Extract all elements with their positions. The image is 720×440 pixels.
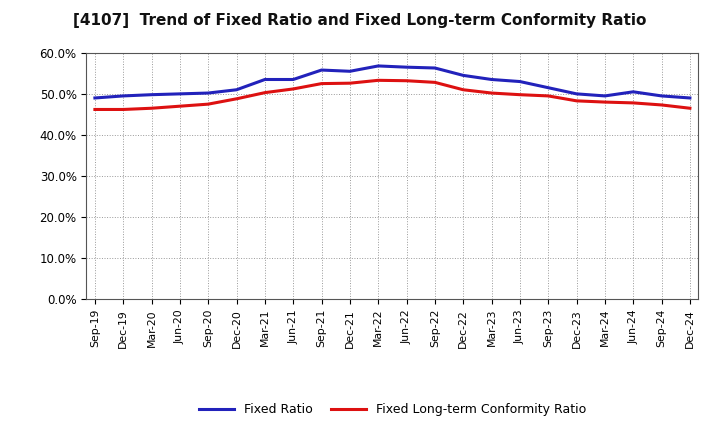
Fixed Ratio — [176, 91, 184, 96]
Text: [4107]  Trend of Fixed Ratio and Fixed Long-term Conformity Ratio: [4107] Trend of Fixed Ratio and Fixed Lo… — [73, 13, 647, 28]
Fixed Ratio — [459, 73, 467, 78]
Fixed Long-term Conformity Ratio — [487, 90, 496, 95]
Fixed Ratio — [91, 95, 99, 101]
Fixed Long-term Conformity Ratio — [233, 96, 241, 102]
Legend: Fixed Ratio, Fixed Long-term Conformity Ratio: Fixed Ratio, Fixed Long-term Conformity … — [194, 398, 591, 421]
Fixed Ratio — [629, 89, 637, 95]
Fixed Long-term Conformity Ratio — [431, 80, 439, 85]
Line: Fixed Ratio: Fixed Ratio — [95, 66, 690, 98]
Fixed Ratio — [148, 92, 156, 97]
Fixed Long-term Conformity Ratio — [289, 86, 297, 92]
Line: Fixed Long-term Conformity Ratio: Fixed Long-term Conformity Ratio — [95, 81, 690, 110]
Fixed Long-term Conformity Ratio — [572, 98, 581, 103]
Fixed Ratio — [685, 95, 694, 101]
Fixed Long-term Conformity Ratio — [261, 90, 269, 95]
Fixed Ratio — [204, 90, 212, 95]
Fixed Long-term Conformity Ratio — [374, 78, 382, 83]
Fixed Ratio — [119, 93, 127, 99]
Fixed Long-term Conformity Ratio — [176, 103, 184, 109]
Fixed Ratio — [516, 79, 524, 84]
Fixed Long-term Conformity Ratio — [516, 92, 524, 97]
Fixed Ratio — [261, 77, 269, 82]
Fixed Long-term Conformity Ratio — [91, 107, 99, 112]
Fixed Long-term Conformity Ratio — [119, 107, 127, 112]
Fixed Long-term Conformity Ratio — [459, 87, 467, 92]
Fixed Long-term Conformity Ratio — [148, 106, 156, 111]
Fixed Ratio — [374, 63, 382, 69]
Fixed Ratio — [346, 69, 354, 74]
Fixed Long-term Conformity Ratio — [402, 78, 411, 83]
Fixed Ratio — [487, 77, 496, 82]
Fixed Long-term Conformity Ratio — [657, 103, 666, 108]
Fixed Long-term Conformity Ratio — [346, 81, 354, 86]
Fixed Ratio — [318, 67, 326, 73]
Fixed Ratio — [431, 66, 439, 71]
Fixed Long-term Conformity Ratio — [544, 93, 552, 99]
Fixed Ratio — [544, 85, 552, 90]
Fixed Long-term Conformity Ratio — [318, 81, 326, 86]
Fixed Ratio — [572, 91, 581, 96]
Fixed Ratio — [600, 93, 609, 99]
Fixed Long-term Conformity Ratio — [600, 99, 609, 105]
Fixed Ratio — [402, 65, 411, 70]
Fixed Long-term Conformity Ratio — [629, 100, 637, 106]
Fixed Long-term Conformity Ratio — [685, 106, 694, 111]
Fixed Long-term Conformity Ratio — [204, 102, 212, 107]
Fixed Ratio — [657, 93, 666, 99]
Fixed Ratio — [233, 87, 241, 92]
Fixed Ratio — [289, 77, 297, 82]
